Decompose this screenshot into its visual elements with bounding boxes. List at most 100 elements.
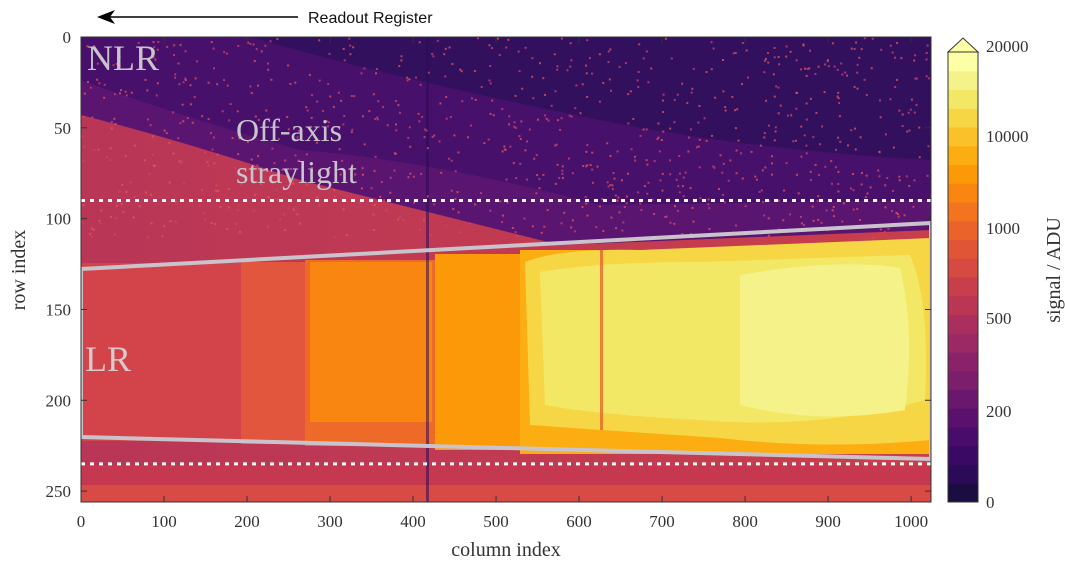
noise-pixel — [376, 118, 379, 121]
noise-pixel — [639, 202, 642, 205]
noise-pixel — [884, 133, 887, 136]
noise-pixel — [833, 65, 836, 68]
noise-pixel — [520, 120, 523, 123]
noise-pixel — [609, 155, 612, 157]
noise-pixel — [427, 71, 430, 74]
noise-pixel — [846, 74, 848, 77]
noise-pixel — [558, 177, 561, 179]
noise-pixel — [177, 137, 180, 140]
colorbar-segment — [948, 258, 978, 278]
noise-pixel — [629, 90, 632, 93]
noise-pixel — [180, 160, 183, 163]
noise-pixel — [653, 213, 656, 215]
noise-pixel — [194, 77, 197, 80]
noise-pixel — [518, 135, 521, 138]
noise-pixel — [692, 67, 695, 70]
noise-pixel — [556, 163, 559, 166]
noise-pixel — [332, 105, 335, 108]
noise-pixel — [661, 99, 664, 102]
noise-pixel — [257, 155, 260, 158]
noise-pixel — [210, 41, 213, 43]
noise-pixel — [267, 62, 269, 65]
noise-pixel — [774, 126, 777, 129]
noise-pixel — [429, 234, 432, 237]
noise-pixel — [611, 188, 614, 191]
noise-pixel — [93, 45, 96, 48]
noise-pixel — [489, 209, 492, 212]
noise-pixel — [327, 83, 330, 86]
noise-pixel — [697, 121, 700, 124]
lr-lower-boundary — [80, 435, 932, 461]
noise-pixel — [253, 60, 256, 63]
noise-pixel — [925, 58, 928, 61]
noise-pixel — [762, 201, 765, 204]
noise-pixel — [200, 189, 203, 191]
noise-pixel — [477, 37, 479, 40]
noise-pixel — [517, 50, 520, 53]
noise-pixel — [721, 171, 724, 174]
noise-pixel — [669, 221, 672, 224]
noise-pixel — [665, 215, 668, 218]
noise-pixel — [606, 181, 609, 184]
noise-pixel — [234, 166, 236, 169]
bright-column-streak — [600, 250, 603, 430]
noise-pixel — [777, 56, 780, 58]
noise-pixel — [799, 68, 802, 71]
noise-pixel — [566, 69, 569, 72]
noise-pixel — [538, 178, 541, 181]
noise-pixel — [691, 206, 694, 209]
noise-pixel — [879, 99, 881, 102]
noise-pixel — [236, 110, 239, 113]
noise-pixel — [426, 195, 429, 198]
noise-pixel — [310, 116, 313, 119]
noise-pixel — [703, 117, 706, 120]
noise-pixel — [450, 189, 453, 192]
noise-pixel — [927, 145, 930, 148]
noise-pixel — [379, 195, 382, 198]
noise-pixel — [656, 138, 659, 141]
noise-pixel — [691, 87, 694, 90]
colorbar-segment — [948, 202, 978, 222]
noise-pixel — [113, 117, 116, 120]
noise-pixel — [805, 102, 808, 105]
y-tick-label: 150 — [46, 300, 72, 319]
noise-pixel — [878, 175, 881, 178]
noise-pixel — [901, 125, 904, 127]
noise-pixel — [850, 47, 853, 50]
noise-pixel — [373, 229, 375, 231]
noise-pixel — [896, 42, 899, 44]
noise-pixel — [229, 103, 232, 106]
noise-pixel — [778, 63, 781, 66]
noise-pixel — [124, 154, 127, 157]
noise-pixel — [646, 192, 649, 195]
noise-pixel — [406, 76, 409, 79]
noise-pixel — [664, 37, 667, 40]
noise-pixel — [747, 76, 749, 79]
noise-pixel — [812, 219, 815, 222]
noise-pixel — [625, 202, 628, 205]
noise-pixel — [642, 57, 645, 60]
noise-pixel — [432, 55, 435, 58]
noise-pixel — [537, 118, 539, 121]
y-tick-label: 50 — [54, 119, 71, 138]
noise-pixel — [459, 68, 462, 71]
x-tick-label: 300 — [317, 512, 343, 531]
noise-pixel — [426, 147, 429, 150]
noise-pixel — [298, 129, 301, 132]
colorbar-segment — [948, 427, 978, 447]
noise-pixel — [618, 65, 621, 68]
noise-pixel — [819, 143, 822, 146]
noise-pixel — [647, 181, 650, 184]
noise-pixel — [287, 206, 290, 209]
noise-pixel — [531, 57, 534, 60]
noise-pixel — [559, 128, 562, 131]
noise-pixel — [173, 44, 176, 47]
noise-pixel — [773, 47, 776, 49]
noise-pixel — [760, 189, 763, 192]
noise-pixel — [891, 51, 894, 54]
colorbar-tick-label: 1000 — [986, 219, 1020, 238]
noise-pixel — [544, 114, 547, 117]
noise-pixel — [452, 208, 455, 210]
colorbar-tick-label: 500 — [986, 309, 1012, 328]
noise-pixel — [712, 47, 715, 50]
